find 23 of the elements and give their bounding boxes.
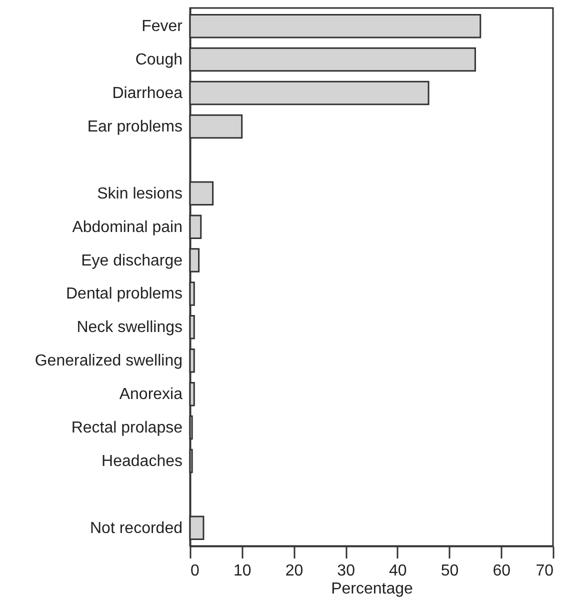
- y-tick-label: Fever: [142, 18, 184, 36]
- y-tick-label: Dental problems: [66, 286, 182, 303]
- y-tick-label: Diarrhoea: [112, 84, 183, 102]
- x-tick-label: 0: [190, 562, 200, 580]
- y-tick-label: Not recorded: [90, 520, 182, 537]
- x-tick-label: 60: [492, 562, 511, 580]
- x-tick-label: 30: [337, 562, 356, 580]
- x-axis-title: Percentage: [331, 580, 414, 598]
- y-tick-label: Generalized swelling: [34, 352, 182, 370]
- y-tick-label: Rectal prolapse: [71, 420, 183, 437]
- x-tick-label: 10: [233, 562, 252, 580]
- y-tick-label: Eye discharge: [81, 252, 183, 270]
- y-tick-label: Headaches: [102, 453, 182, 470]
- y-tick-label: Anorexia: [119, 386, 183, 404]
- x-tick-label: 40: [389, 562, 407, 580]
- x-tick-label: 50: [440, 562, 459, 580]
- x-tick-label: 20: [285, 562, 304, 580]
- y-tick-label: Abdominal pain: [72, 218, 182, 236]
- y-tick-label: Skin lesions: [97, 185, 182, 202]
- y-tick-label: Neck swellings: [76, 319, 182, 336]
- y-tick-label: Cough: [135, 52, 182, 69]
- y-tick-label: Ear problems: [87, 118, 182, 136]
- x-tick-label: 70: [536, 562, 554, 580]
